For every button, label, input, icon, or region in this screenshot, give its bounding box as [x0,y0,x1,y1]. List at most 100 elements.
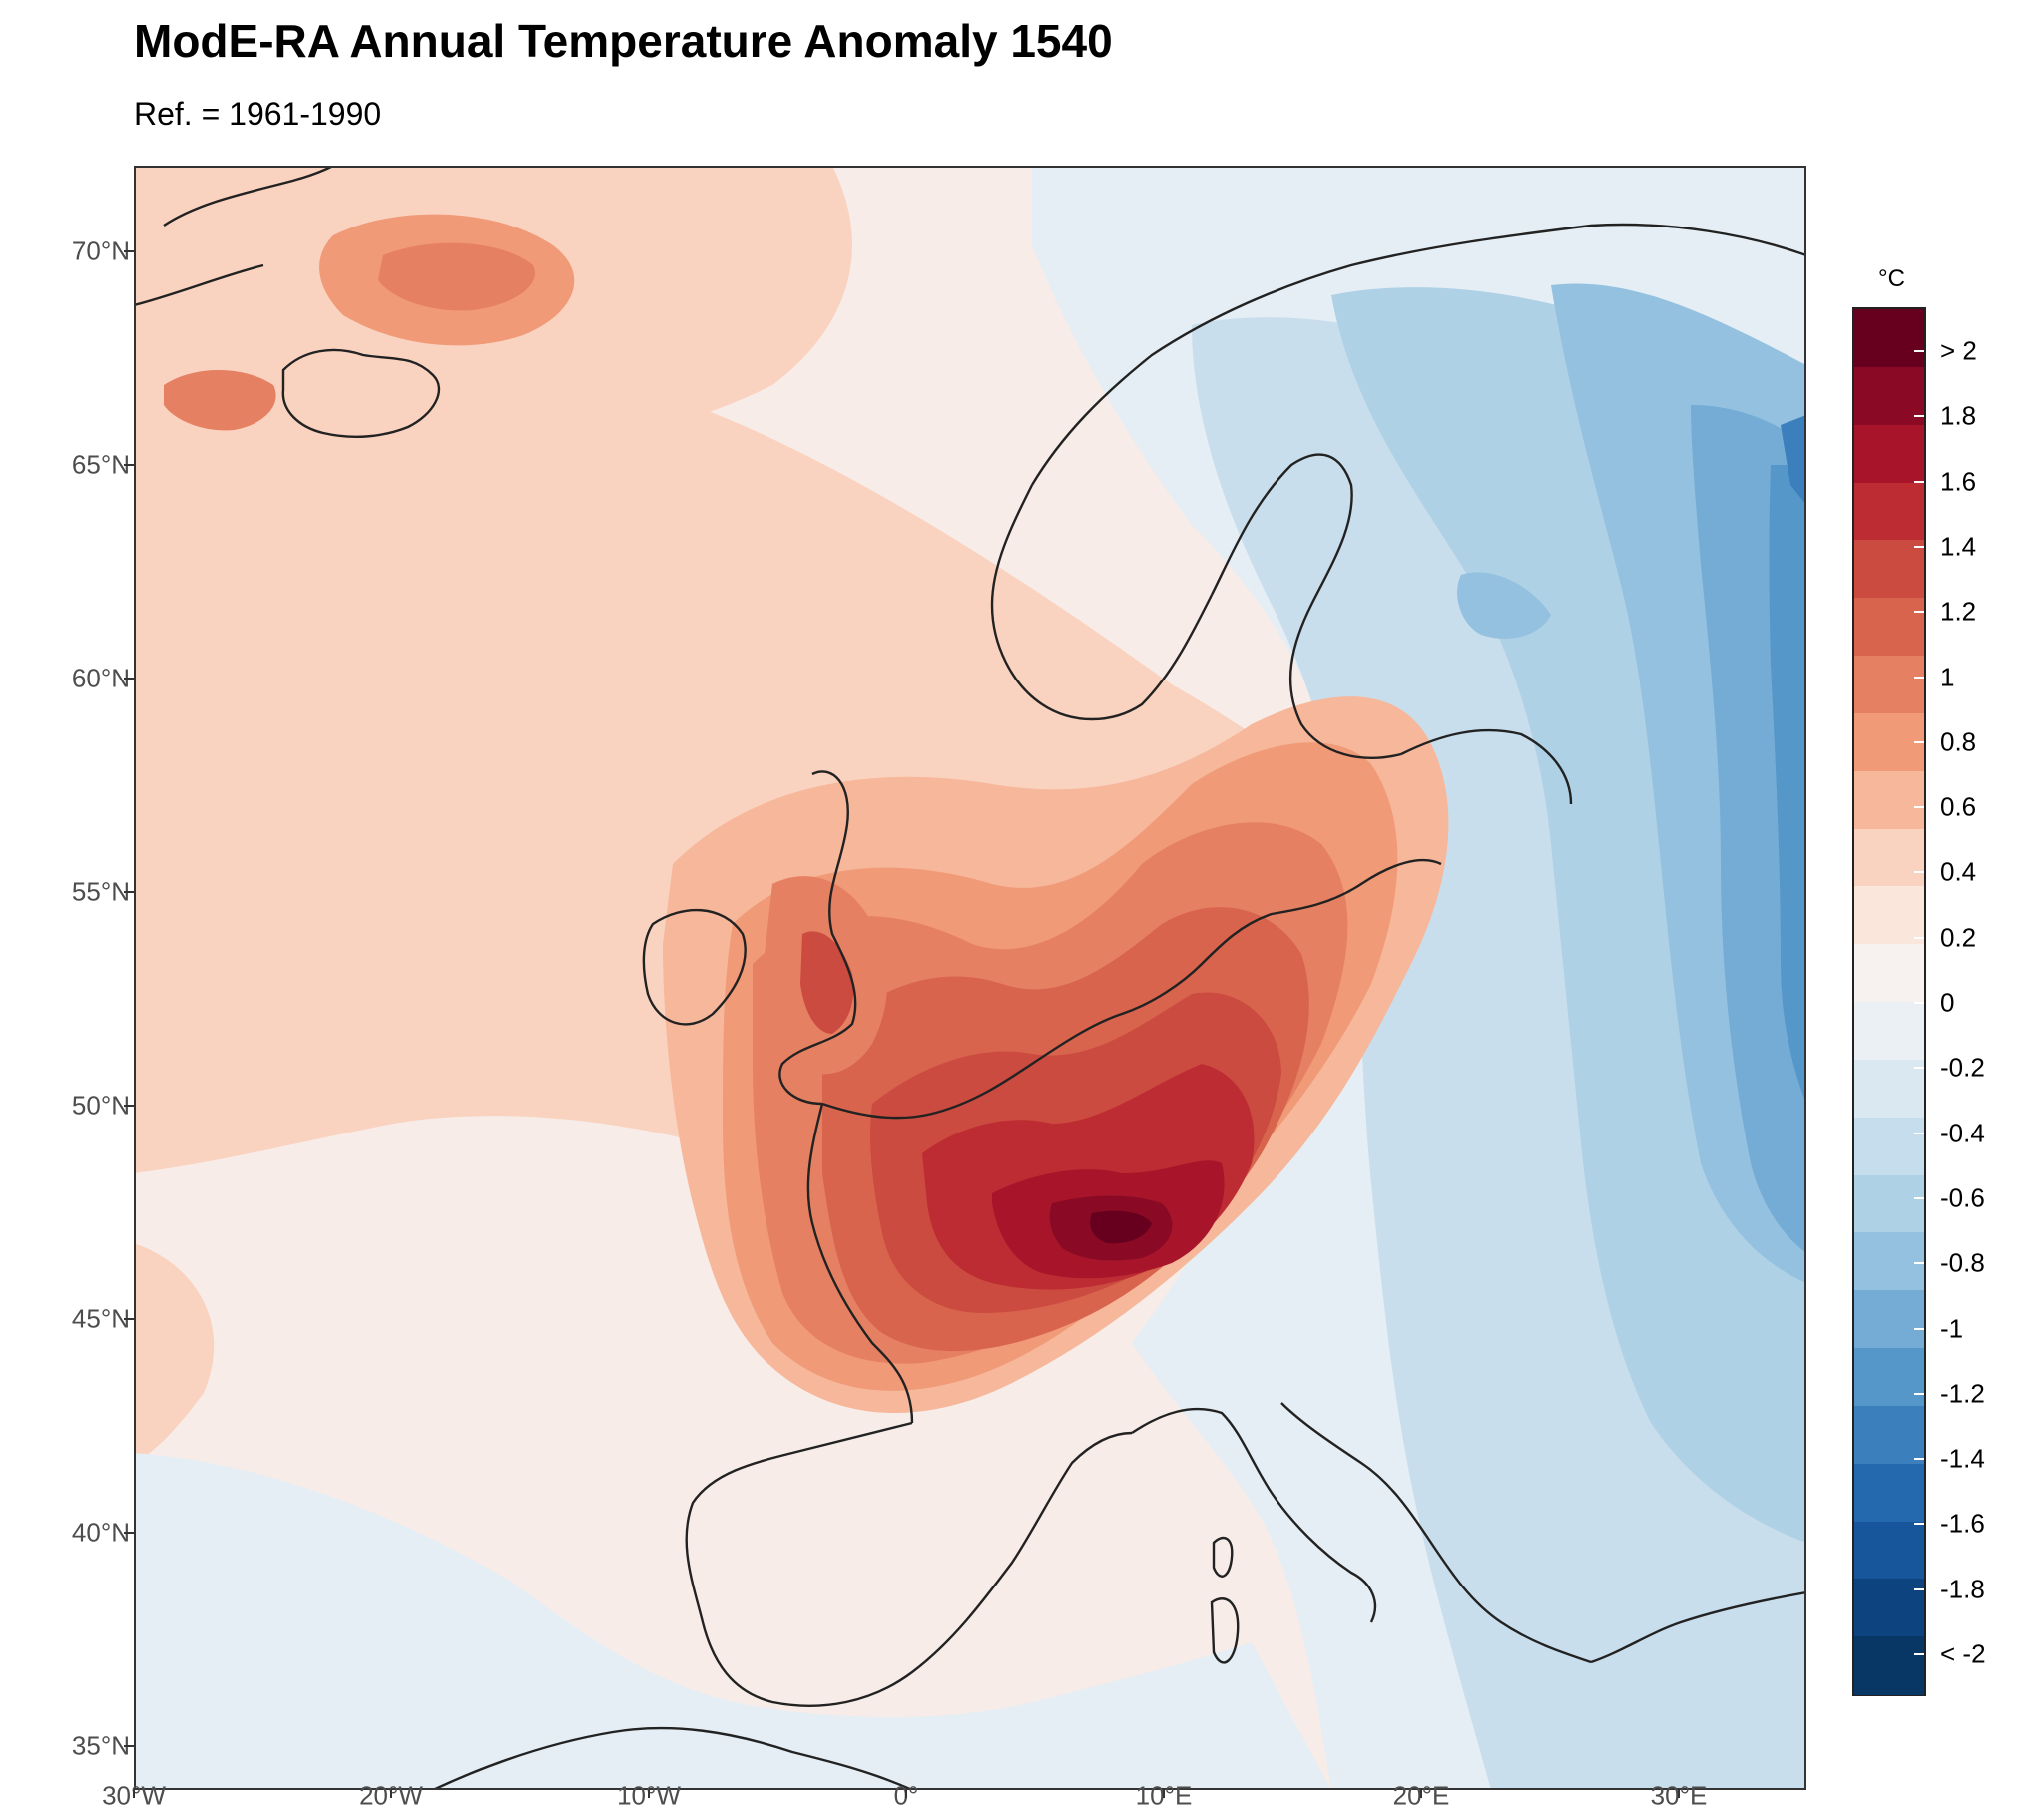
legend-swatch [1854,1348,1924,1407]
legend-label: -1 [1940,1313,1964,1343]
legend-tick [1914,936,1924,939]
legend-tick [1914,1262,1924,1265]
legend-label: 1.4 [1940,531,1977,562]
legend-swatch [1854,1232,1924,1291]
warm-core-above-2 [1090,1210,1152,1244]
lat-tick [124,1105,134,1107]
legend-tick [1914,415,1924,418]
legend-label: 0.4 [1940,856,1977,887]
sardinia-coast [1210,1597,1240,1664]
lon-tick [390,1790,392,1798]
legend-swatch [1854,540,1924,599]
adriatic-coast [1280,1402,1592,1664]
legend-tick [1914,676,1924,679]
legend-label: -1.4 [1940,1443,1985,1474]
legend-swatch [1854,598,1924,657]
lon-tick [1163,1790,1165,1798]
map-panel [134,166,1806,1790]
lat-tick [124,250,134,252]
legend-swatch [1854,482,1924,541]
britain-coast [778,770,857,1106]
ireland-coast [642,908,747,1026]
legend-label: 1.2 [1940,596,1977,627]
color-legend-bar [1852,307,1926,1696]
legend-swatch [1854,886,1924,945]
norway-coast [990,484,1214,721]
legend-label: 0.6 [1940,791,1977,822]
north-sea-coast [821,858,1442,1120]
lon-tick [648,1790,650,1798]
legend-tick [1914,480,1924,483]
legend-label: 0.8 [1940,726,1977,757]
legend-swatch [1854,1290,1924,1349]
france-atlantic-coast [806,1103,914,1424]
lat-tick [124,891,134,893]
lon-tick [133,1790,135,1798]
sweden-coast [1210,453,1402,759]
legend-label: < -2 [1940,1638,1986,1669]
legend-tick [1914,1132,1924,1134]
iceland-warm-west [164,370,276,431]
lat-tick [124,1745,134,1747]
lat-tick [124,678,134,680]
legend-tick [1914,1458,1924,1461]
legend-label: -1.6 [1940,1508,1985,1539]
legend-tick [1914,611,1924,614]
corsica-coast [1212,1536,1234,1578]
lat-label-45n: 45°N [71,1303,130,1334]
legend-tick [1914,740,1924,743]
coastlines [134,166,1806,1790]
legend-swatch [1854,770,1924,830]
legend-label: > 2 [1940,335,1977,366]
legend-swatch [1854,712,1924,772]
lon-tick [1678,1790,1680,1798]
legend-swatch [1854,828,1924,887]
legend-label: -1.8 [1940,1574,1985,1604]
legend-tick [1914,350,1924,352]
legend-tick [1914,1327,1924,1330]
lon-tick [905,1790,907,1798]
band-azores [134,1243,215,1463]
legend-swatch [1854,1636,1924,1695]
legend-label: 0.2 [1940,922,1977,953]
legend-swatch [1854,1521,1924,1580]
legend-tick [1914,806,1924,809]
legend-label: 1.8 [1940,400,1977,431]
legend-tick [1914,1392,1924,1395]
legend-swatch [1854,1059,1924,1119]
legend-swatch [1854,366,1924,426]
cool-core [1781,415,1806,505]
legend-swatch [1854,309,1924,368]
lat-tick [124,1532,134,1534]
legend-swatch [1854,1117,1924,1176]
iceland-coast [281,348,440,438]
greenland-coast-south [134,263,264,307]
legend-tick [1914,1523,1924,1526]
scandinavia-north-coast [1030,223,1806,486]
legend-swatch [1854,656,1924,714]
legend-swatch [1854,1002,1924,1061]
lat-tick [124,464,134,466]
lat-label-35n: 35°N [71,1730,130,1761]
legend-label: 1.6 [1940,466,1977,497]
legend-swatch [1854,1174,1924,1233]
legend-label: -0.8 [1940,1247,1985,1278]
baltic-coast [1400,728,1573,805]
map-frame [134,166,1806,1790]
uk-warm-core [800,931,854,1034]
lat-tick [124,1318,134,1320]
legend-tick [1914,1067,1924,1070]
legend-label: -0.2 [1940,1052,1985,1083]
legend-title: °C [1878,265,1905,292]
legend-label: -0.4 [1940,1118,1985,1148]
legend-label: 1 [1940,662,1955,691]
legend-tick [1914,1653,1924,1655]
cool-band-south [134,1453,1331,1790]
lat-label-60n: 60°N [71,663,130,693]
lon-tick [1420,1790,1422,1798]
iceland-warm-2 [378,242,535,311]
legend-swatch [1854,1579,1924,1637]
lat-label-70n: 70°N [71,235,130,266]
legend-label: -1.2 [1940,1378,1985,1409]
cool-band-5 [1769,465,1806,1104]
